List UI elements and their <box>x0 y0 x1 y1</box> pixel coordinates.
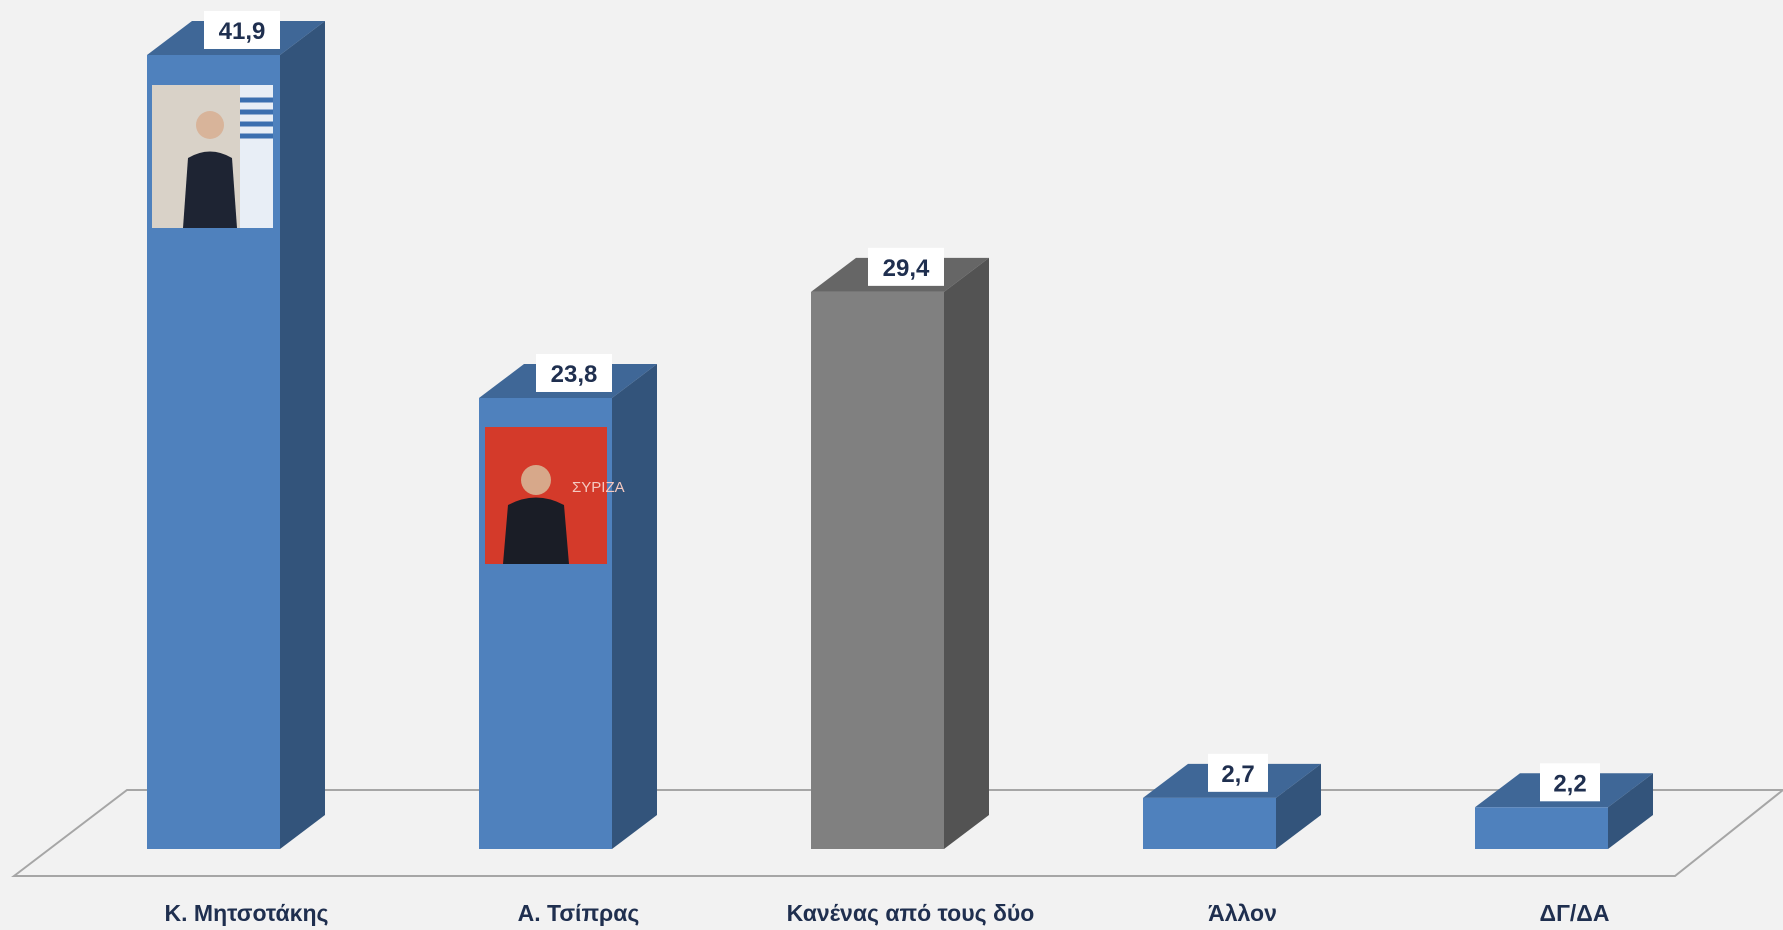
photos: ΣΥΡΙΖΑ <box>152 85 625 564</box>
bar-side <box>944 257 989 849</box>
bar-front <box>1143 797 1276 849</box>
value-label-box <box>536 353 612 392</box>
bar <box>811 257 989 849</box>
value-label: 41,9 <box>219 18 266 45</box>
svg-text:ΣΥΡΙΖΑ: ΣΥΡΙΖΑ <box>572 479 625 496</box>
bar-front <box>1475 807 1608 849</box>
value-label-box <box>868 247 944 286</box>
value-label: 2,7 <box>1221 761 1254 788</box>
x-tick-label: Κανένας από τους δύο <box>787 900 1035 926</box>
x-tick-label: Άλλον <box>1208 900 1277 926</box>
value-label-box <box>1208 753 1268 792</box>
bar-front <box>811 291 944 849</box>
value-label: 29,4 <box>883 255 930 282</box>
x-tick-label: Κ. Μητσοτάκης <box>165 900 329 926</box>
value-label: 2,2 <box>1553 770 1586 797</box>
bar-side <box>612 363 657 849</box>
bar-side <box>1276 763 1321 849</box>
floor <box>11 789 1783 877</box>
bar-side <box>280 20 325 850</box>
x-tick-label: Α. Τσίπρας <box>518 900 640 926</box>
x-tick-label: ΔΓ/ΔΑ <box>1540 900 1610 926</box>
photo: ΣΥΡΙΖΑ <box>485 427 625 564</box>
value-label: 23,8 <box>551 361 598 388</box>
value-label-box <box>1540 763 1600 802</box>
bar <box>1143 763 1321 849</box>
bar-side <box>1608 773 1653 849</box>
photo <box>152 85 273 228</box>
value-label-box <box>204 10 280 49</box>
